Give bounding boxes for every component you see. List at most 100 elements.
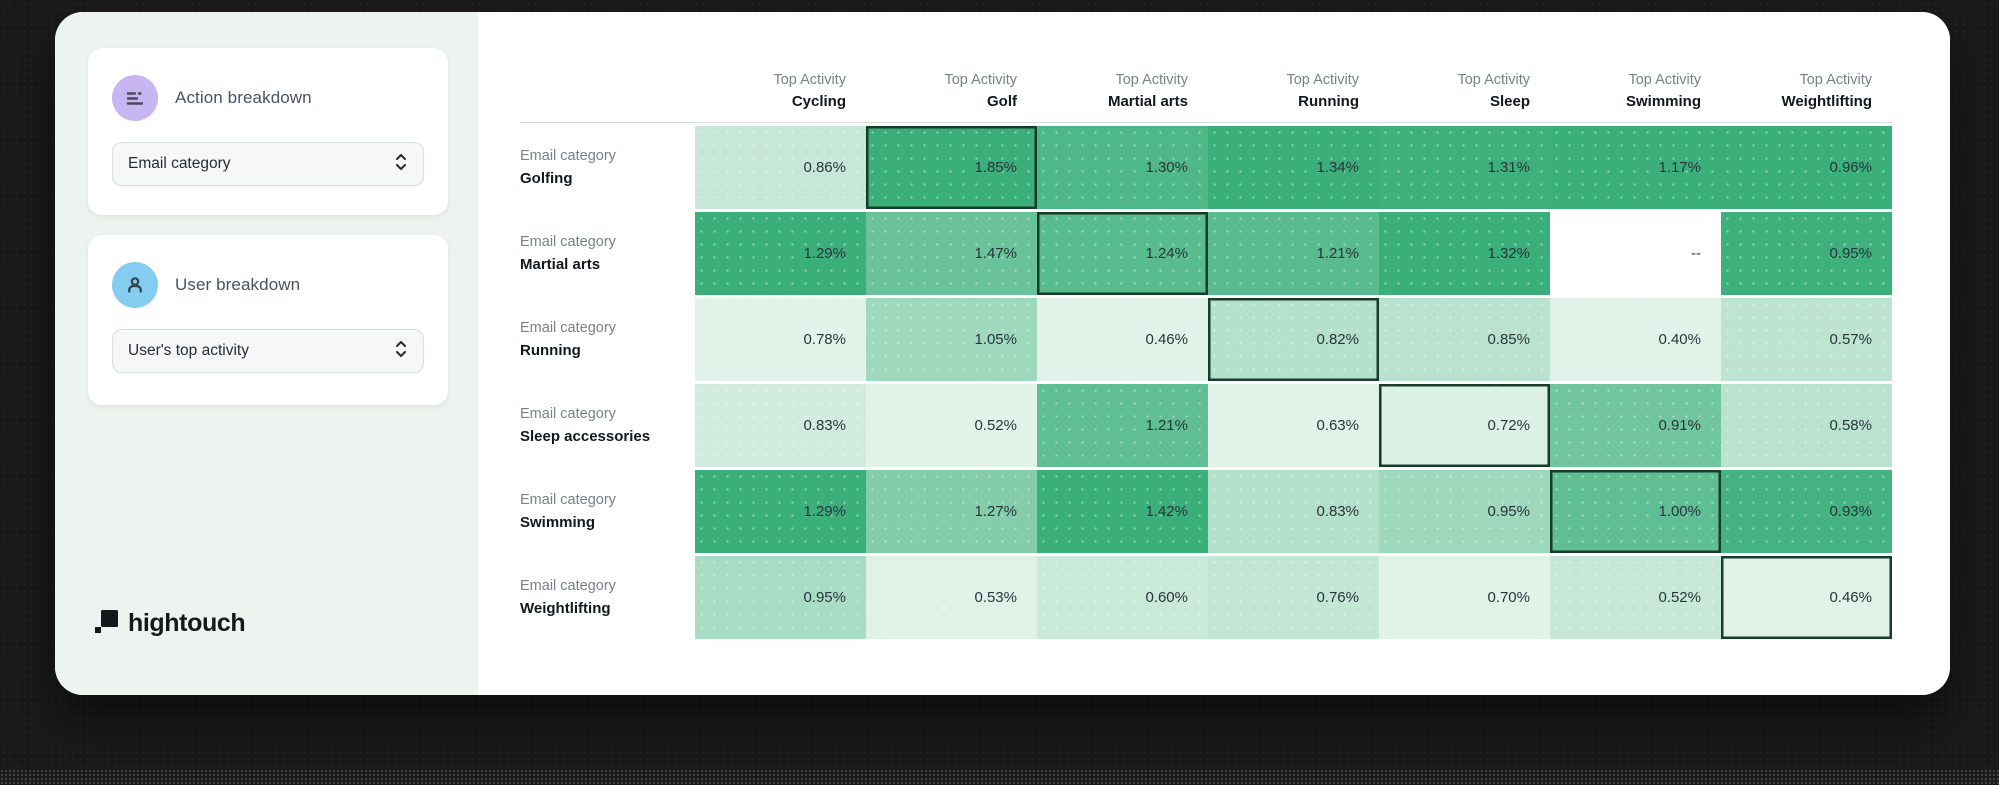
row-label: Email category Sleep accessories: [520, 384, 695, 467]
column-header: Top Activity Weightlifting: [1721, 45, 1892, 123]
heatmap-grid: Top Activity Cycling Top Activity Golf Top A…: [520, 45, 1950, 639]
row-label: Email category Swimming: [520, 470, 695, 553]
header-sublabel: Top Activity: [1286, 72, 1359, 88]
column-header: Top Activity Cycling: [695, 45, 866, 123]
header-sublabel: Email category: [520, 320, 616, 336]
header-name: Weightlifting: [1781, 93, 1872, 110]
sidebar: Action breakdown Email category: [55, 12, 478, 695]
heatmap-cell[interactable]: 1.32%: [1379, 212, 1550, 295]
heatmap-cell[interactable]: 1.31%: [1379, 126, 1550, 209]
heatmap-cell[interactable]: 0.93%: [1721, 470, 1892, 553]
header-name: Running: [520, 342, 581, 359]
header-sublabel: Email category: [520, 148, 616, 164]
row-label: Email category Golfing: [520, 126, 695, 209]
heatmap-cell[interactable]: 1.47%: [866, 212, 1037, 295]
action-breakdown-select[interactable]: Email category: [112, 142, 424, 186]
heatmap-cell[interactable]: 0.52%: [1550, 556, 1721, 639]
heatmap-cell[interactable]: 0.60%: [1037, 556, 1208, 639]
action-breakdown-selected-value: Email category: [128, 155, 231, 172]
heatmap-cell[interactable]: 0.63%: [1208, 384, 1379, 467]
report-card: Action breakdown Email category: [55, 12, 1950, 695]
user-breakdown-icon: [112, 262, 158, 308]
header-name: Swimming: [520, 514, 596, 531]
heatmap-cell[interactable]: 0.83%: [1208, 470, 1379, 553]
heatmap-cell[interactable]: 0.57%: [1721, 298, 1892, 381]
heatmap-corner: [520, 45, 695, 123]
header-sublabel: Top Activity: [1457, 72, 1530, 88]
hightouch-logo-icon: [95, 609, 118, 638]
header-sublabel: Top Activity: [1799, 72, 1872, 88]
background-texture: [0, 769, 1999, 785]
column-header: Top Activity Martial arts: [1037, 45, 1208, 123]
heatmap-cell[interactable]: 0.72%: [1379, 384, 1550, 467]
heatmap-cell[interactable]: 0.85%: [1379, 298, 1550, 381]
heatmap-cell[interactable]: 1.34%: [1208, 126, 1379, 209]
heatmap-cell[interactable]: 1.00%: [1550, 470, 1721, 553]
chevron-up-down-icon: [393, 339, 409, 364]
heatmap-cell[interactable]: 0.96%: [1721, 126, 1892, 209]
action-breakdown-title: Action breakdown: [175, 88, 312, 107]
column-header: Top Activity Running: [1208, 45, 1379, 123]
column-header: Top Activity Swimming: [1550, 45, 1721, 123]
user-breakdown-select[interactable]: User's top activity: [112, 329, 424, 373]
heatmap-cell[interactable]: 1.21%: [1037, 384, 1208, 467]
header-name: Sleep: [1489, 93, 1530, 110]
action-breakdown-panel: Action breakdown Email category: [88, 48, 448, 215]
heatmap-cell[interactable]: 0.70%: [1379, 556, 1550, 639]
heatmap-cell[interactable]: 0.95%: [1721, 212, 1892, 295]
heatmap-cell[interactable]: 0.46%: [1037, 298, 1208, 381]
heatmap-cell[interactable]: 0.82%: [1208, 298, 1379, 381]
header-name: Golf: [987, 93, 1017, 110]
heatmap-cell[interactable]: 0.40%: [1550, 298, 1721, 381]
heatmap-cell[interactable]: 0.95%: [1379, 470, 1550, 553]
header-name: Golfing: [520, 170, 573, 187]
header-name: Running: [1298, 93, 1359, 110]
header-name: Swimming: [1625, 93, 1701, 110]
heatmap-cell[interactable]: 0.58%: [1721, 384, 1892, 467]
heatmap-cell[interactable]: 1.27%: [866, 470, 1037, 553]
row-label: Email category Martial arts: [520, 212, 695, 295]
header-name: Weightlifting: [520, 600, 611, 617]
hightouch-logo-text: hightouch: [128, 609, 246, 637]
row-label: Email category Running: [520, 298, 695, 381]
heatmap-cell[interactable]: 1.42%: [1037, 470, 1208, 553]
user-breakdown-title: User breakdown: [175, 275, 301, 294]
header-sublabel: Top Activity: [944, 72, 1017, 88]
heatmap-cell[interactable]: 0.46%: [1721, 556, 1892, 639]
header-sublabel: Email category: [520, 406, 616, 422]
row-label: Email category Weightlifting: [520, 556, 695, 639]
header-sublabel: Top Activity: [1115, 72, 1188, 88]
heatmap-cell[interactable]: 1.17%: [1550, 126, 1721, 209]
heatmap-cell[interactable]: 1.29%: [695, 470, 866, 553]
heatmap-cell[interactable]: 1.30%: [1037, 126, 1208, 209]
heatmap-cell[interactable]: 0.95%: [695, 556, 866, 639]
heatmap-cell[interactable]: 0.78%: [695, 298, 866, 381]
heatmap-cell[interactable]: 1.21%: [1208, 212, 1379, 295]
heatmap-cell[interactable]: 1.29%: [695, 212, 866, 295]
header-sublabel: Email category: [520, 234, 616, 250]
heatmap-area: Top Activity Cycling Top Activity Golf Top A…: [478, 12, 1950, 695]
header-sublabel: Top Activity: [1628, 72, 1701, 88]
header-sublabel: Email category: [520, 578, 616, 594]
heatmap-cell[interactable]: 0.91%: [1550, 384, 1721, 467]
header-sublabel: Email category: [520, 492, 616, 508]
user-breakdown-panel: User breakdown User's top activity: [88, 235, 448, 405]
user-breakdown-selected-value: User's top activity: [128, 342, 249, 359]
column-header: Top Activity Sleep: [1379, 45, 1550, 123]
heatmap-cell[interactable]: 0.76%: [1208, 556, 1379, 639]
action-breakdown-icon: [112, 75, 158, 121]
header-name: Martial arts: [520, 256, 601, 273]
header-name: Cycling: [791, 93, 846, 110]
heatmap-cell[interactable]: --: [1550, 212, 1721, 295]
hightouch-logo: hightouch: [95, 609, 246, 638]
heatmap-cell[interactable]: 0.86%: [695, 126, 866, 209]
heatmap-cell[interactable]: 1.05%: [866, 298, 1037, 381]
heatmap-cell[interactable]: 0.52%: [866, 384, 1037, 467]
heatmap-cell[interactable]: 0.53%: [866, 556, 1037, 639]
column-header: Top Activity Golf: [866, 45, 1037, 123]
header-sublabel: Top Activity: [773, 72, 846, 88]
heatmap-cell[interactable]: 1.85%: [866, 126, 1037, 209]
heatmap-cell[interactable]: 0.83%: [695, 384, 866, 467]
chevron-up-down-icon: [393, 152, 409, 177]
heatmap-cell[interactable]: 1.24%: [1037, 212, 1208, 295]
